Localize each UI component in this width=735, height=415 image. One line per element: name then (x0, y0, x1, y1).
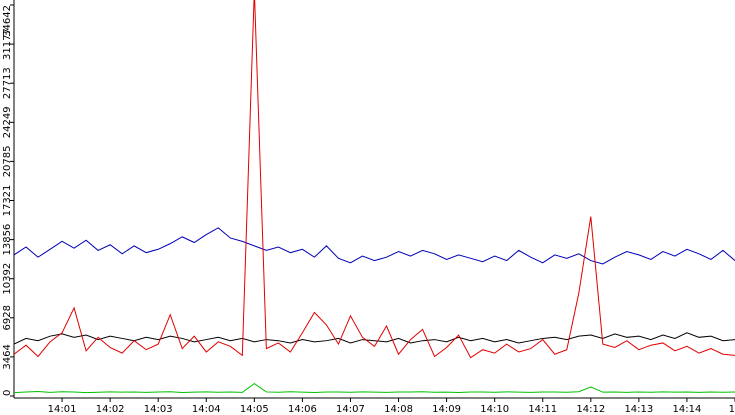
y-tick-label: 34642 (2, 5, 13, 37)
x-tick-label: 14:07 (336, 404, 365, 415)
x-tick-label: 14:11 (528, 404, 557, 415)
plot-area (14, 0, 735, 394)
series-line (14, 227, 735, 265)
x-tick-label: 14:09 (432, 404, 461, 415)
x-tick-label: 14:10 (480, 404, 509, 415)
y-tick-label: 3464 (2, 344, 13, 369)
y-tick-label: 13856 (2, 224, 13, 256)
y-tick-label: 17321 (2, 185, 13, 217)
y-tick-label: 27713 (2, 67, 13, 99)
y-tick-label: 31177 (2, 28, 13, 60)
x-tick-label: 14:12 (576, 404, 605, 415)
x-tick-label: 14:03 (144, 404, 173, 415)
series-line (14, 332, 735, 345)
y-tick-label: 10392 (2, 263, 13, 295)
series-line (14, 382, 735, 394)
series-line (14, 0, 735, 359)
x-tick-label: 14:08 (384, 404, 413, 415)
y-tick-label: 20785 (2, 145, 13, 177)
x-tick-label: 14:05 (240, 404, 269, 415)
y-tick-label: 24249 (2, 106, 13, 138)
x-tick-label: 14:14 (673, 404, 702, 415)
y-tick-label: 0 (2, 390, 13, 396)
x-tick-label: 14:06 (288, 404, 317, 415)
x-tick-label: 14:04 (192, 404, 221, 415)
x-tick-label: 14:01 (48, 404, 77, 415)
y-tick-label: 6928 (2, 305, 13, 330)
x-tick-label: 14:13 (624, 404, 653, 415)
x-tick-label: 14:02 (96, 404, 125, 415)
x-tick-label: 14 (729, 404, 735, 415)
